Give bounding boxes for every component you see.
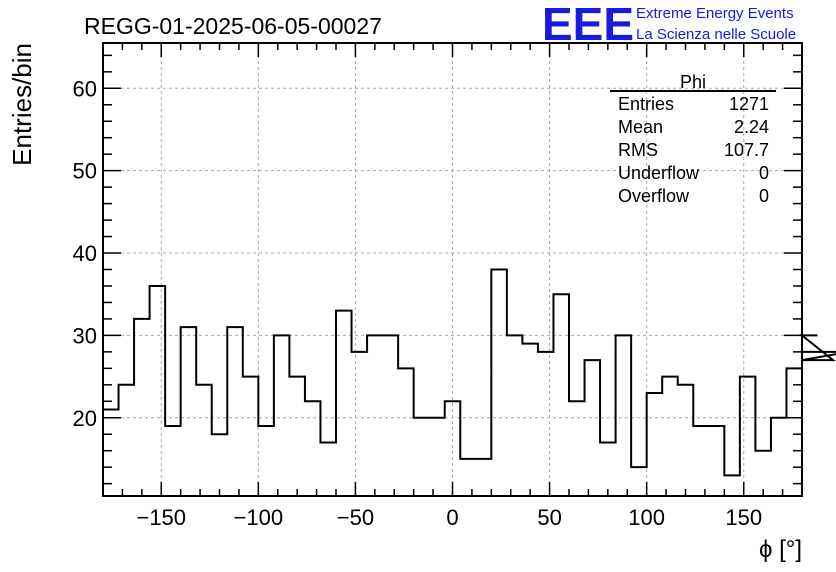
stats-label: RMS [618,140,658,160]
x-tick-label: 0 [446,505,458,530]
x-tick-label: 100 [628,505,665,530]
axis-ticks [102,43,803,496]
y-tick-label: 20 [73,406,97,431]
y-tick-label: 40 [73,241,97,266]
stats-label: Overflow [618,186,690,206]
grid-lines [103,43,802,496]
stats-box-title: Phi [680,72,706,92]
stats-box: Phi Entries 1271 Mean 2.24 RMS 107.7 Underflow… [610,72,776,206]
stats-value: 0 [759,186,769,206]
stats-label: Entries [618,94,674,114]
stats-value: 2.24 [734,117,769,137]
logo-line-1: Extreme Energy Events [636,5,794,22]
x-tick-label: −100 [234,505,284,530]
y-axis-label: Entries/bin [7,43,37,166]
logo-line-2: La Scienza nelle Scuole [636,26,796,43]
y-tick-label: 30 [73,323,97,348]
stats-value: 0 [759,163,769,183]
x-tick-label: −150 [136,505,186,530]
x-tick-label: −50 [337,505,374,530]
stats-value: 1271 [729,94,769,114]
x-tick-label: 50 [537,505,561,530]
x-axis-label: ϕ [°] [759,536,802,563]
y-tick-label: 50 [73,159,97,184]
stats-label: Underflow [618,163,700,183]
x-tick-label: 150 [725,505,762,530]
eee-logo: EEE Extreme Energy Events La Scienza nel… [542,0,796,50]
chart-title: REGG-01-2025-06-05-00027 [84,13,382,39]
y-tick-label: 60 [73,76,97,101]
stats-value: 107.7 [724,140,769,160]
stats-label: Mean [618,117,663,137]
eee-logo-mark: EEE [542,0,634,50]
histogram-line [103,268,836,477]
axis-tick-labels: −150 −100 −50 0 50 100 150 20 30 40 50 60 [73,76,763,530]
